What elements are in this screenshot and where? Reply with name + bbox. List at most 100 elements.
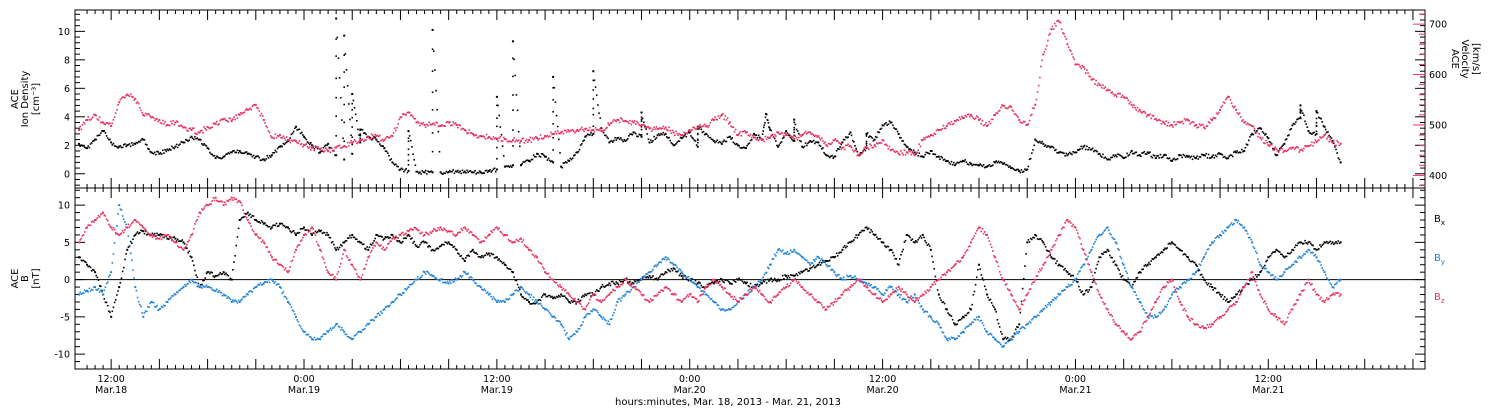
data-dot <box>982 120 984 122</box>
data-dot <box>1033 145 1035 147</box>
data-dot <box>615 139 617 141</box>
data-dot <box>1226 298 1228 300</box>
data-dot <box>310 149 312 151</box>
data-dot <box>615 305 617 307</box>
data-dot <box>395 130 397 132</box>
data-dot <box>469 129 471 131</box>
data-dot <box>963 161 965 163</box>
data-dot <box>1320 246 1322 248</box>
data-point <box>383 308 385 310</box>
data-dot <box>463 258 465 260</box>
data-dot <box>1162 156 1164 158</box>
data-point <box>1227 157 1229 159</box>
data-dot <box>1000 331 1002 333</box>
data-dot <box>269 282 271 284</box>
data-dot <box>351 103 353 105</box>
data-dot <box>114 116 116 118</box>
data-dot <box>889 146 891 148</box>
data-dot <box>708 297 710 299</box>
data-dot <box>1273 150 1275 152</box>
data-point <box>407 286 409 288</box>
data-dot <box>99 116 101 118</box>
data-dot <box>355 140 357 142</box>
data-dot <box>1209 286 1211 288</box>
data-dot <box>1126 97 1128 99</box>
data-dot <box>1146 116 1148 118</box>
data-dot <box>1204 155 1206 157</box>
data-point <box>608 323 610 325</box>
y-tick-label-right: 400 <box>1429 171 1447 182</box>
data-dot <box>682 277 684 279</box>
data-dot <box>1077 281 1079 283</box>
data-dot <box>572 157 574 159</box>
data-dot <box>1185 156 1187 158</box>
data-dot <box>130 146 132 148</box>
data-dot <box>775 255 777 257</box>
data-dot <box>85 262 87 264</box>
data-point <box>391 135 393 137</box>
data-dot <box>154 151 156 153</box>
data-dot <box>630 124 632 126</box>
data-dot <box>788 133 790 135</box>
data-dot <box>1013 111 1015 113</box>
data-dot <box>550 132 552 134</box>
data-dot <box>503 137 505 139</box>
data-dot <box>581 296 583 298</box>
data-dot <box>339 77 341 79</box>
data-dot <box>879 292 881 294</box>
data-dot <box>1092 148 1094 150</box>
data-point <box>1211 286 1213 288</box>
data-dot <box>343 71 345 73</box>
data-point <box>480 286 482 288</box>
data-dot <box>256 286 258 288</box>
data-dot <box>354 139 356 141</box>
data-dot <box>426 242 428 244</box>
data-dot <box>1052 26 1054 28</box>
data-dot <box>1319 244 1321 246</box>
data-dot <box>188 140 190 142</box>
data-dot <box>281 292 283 294</box>
data-dot <box>923 237 925 239</box>
data-dot <box>185 127 187 129</box>
data-dot <box>532 137 534 139</box>
data-dot <box>1310 243 1312 245</box>
data-dot <box>1109 89 1111 91</box>
data-dot <box>622 141 624 143</box>
data-dot <box>955 120 957 122</box>
data-dot <box>116 294 118 296</box>
data-dot <box>905 299 907 301</box>
data-dot <box>304 331 306 333</box>
data-dot <box>1209 122 1211 124</box>
data-point <box>817 135 819 137</box>
data-point <box>1115 94 1117 96</box>
data-dot <box>114 302 116 304</box>
data-dot <box>460 255 462 257</box>
data-point <box>343 35 345 37</box>
data-dot <box>589 134 591 136</box>
data-dot <box>676 267 678 269</box>
data-dot <box>132 144 134 146</box>
data-dot <box>379 314 381 316</box>
data-dot <box>1234 106 1236 108</box>
data-dot <box>551 296 553 298</box>
data-dot <box>706 125 708 127</box>
data-dot <box>795 124 797 126</box>
data-dot <box>326 232 328 234</box>
data-dot <box>1293 147 1295 149</box>
data-point <box>970 163 972 165</box>
data-dot <box>916 241 918 243</box>
data-dot <box>901 152 903 154</box>
data-dot <box>812 266 814 268</box>
data-dot <box>667 130 669 132</box>
data-dot <box>1082 290 1084 292</box>
data-dot <box>1217 113 1219 115</box>
data-dot <box>1204 280 1206 282</box>
data-point <box>327 143 329 145</box>
data-dot <box>266 281 268 283</box>
data-dot <box>498 115 500 117</box>
data-dot <box>588 129 590 131</box>
data-dot <box>937 289 939 291</box>
data-dot <box>187 130 189 132</box>
data-dot <box>1245 121 1247 123</box>
data-dot <box>913 149 915 151</box>
